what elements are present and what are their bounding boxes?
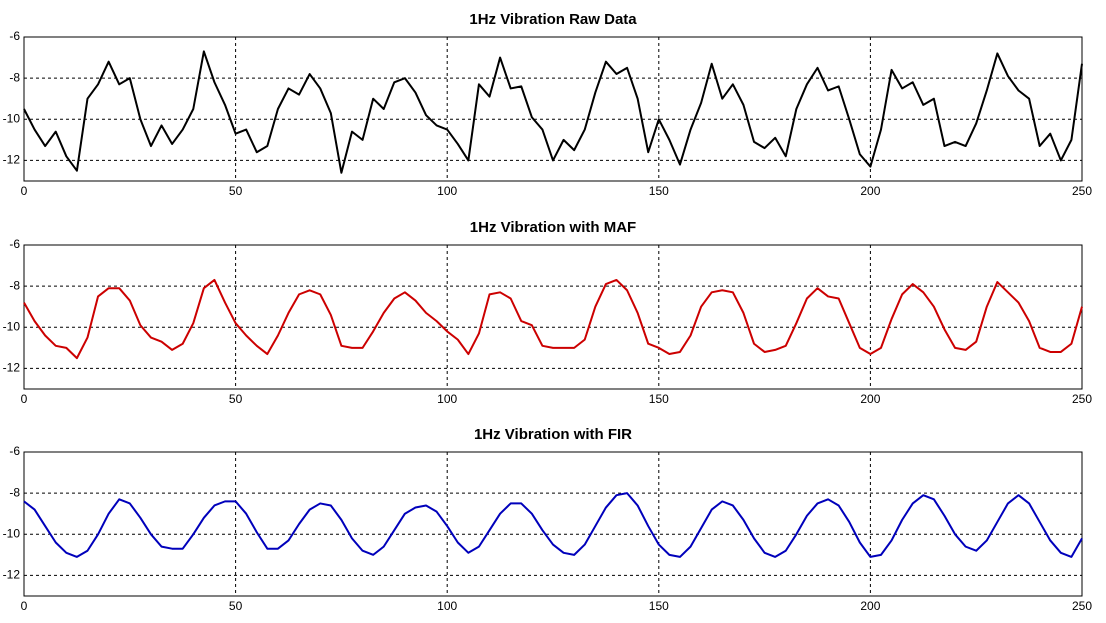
x-tick-label: 250 — [1072, 184, 1092, 198]
plot-area — [24, 245, 1082, 389]
chart-title: 1Hz Vibration Raw Data — [469, 11, 637, 28]
x-tick-label: 100 — [437, 392, 457, 406]
axes-box — [23, 451, 1083, 597]
y-tick-label: -8 — [9, 70, 20, 84]
axes-box — [23, 244, 1083, 390]
x-tick-label: 150 — [649, 392, 669, 406]
y-tick-label: -12 — [3, 361, 21, 375]
x-tick-label: 0 — [21, 599, 28, 613]
x-tick-label: 250 — [1072, 392, 1092, 406]
x-tick-label: 200 — [860, 392, 880, 406]
x-tick-label: 0 — [21, 184, 28, 198]
x-tick-label: 50 — [229, 599, 243, 613]
y-tick-label: -6 — [9, 237, 20, 251]
x-tick-label: 150 — [649, 184, 669, 198]
x-tick-label: 50 — [229, 392, 243, 406]
y-tick-label: -6 — [9, 444, 20, 458]
x-tick-label: 150 — [649, 599, 669, 613]
y-tick-label: -6 — [9, 29, 20, 43]
y-tick-label: -10 — [3, 319, 21, 333]
y-tick-label: -12 — [3, 153, 21, 167]
y-tick-label: -10 — [3, 111, 21, 125]
x-tick-label: 0 — [21, 392, 28, 406]
x-tick-label: 200 — [860, 184, 880, 198]
data-line — [23, 492, 1083, 558]
chart-title: 1Hz Vibration with FIR — [474, 426, 632, 443]
plot-area — [24, 452, 1082, 596]
x-tick-label: 200 — [860, 599, 880, 613]
x-tick-label: 100 — [437, 599, 457, 613]
y-tick-label: -8 — [9, 485, 20, 499]
x-tick-label: 250 — [1072, 599, 1092, 613]
y-tick-label: -10 — [3, 526, 21, 540]
x-tick-label: 100 — [437, 184, 457, 198]
y-tick-label: -8 — [9, 278, 20, 292]
data-line — [23, 278, 1083, 360]
y-tick-label: -12 — [3, 568, 21, 582]
plot-area — [24, 37, 1082, 181]
chart-title: 1Hz Vibration with MAF — [470, 219, 636, 236]
x-tick-label: 50 — [229, 184, 243, 198]
data-line — [23, 50, 1083, 174]
